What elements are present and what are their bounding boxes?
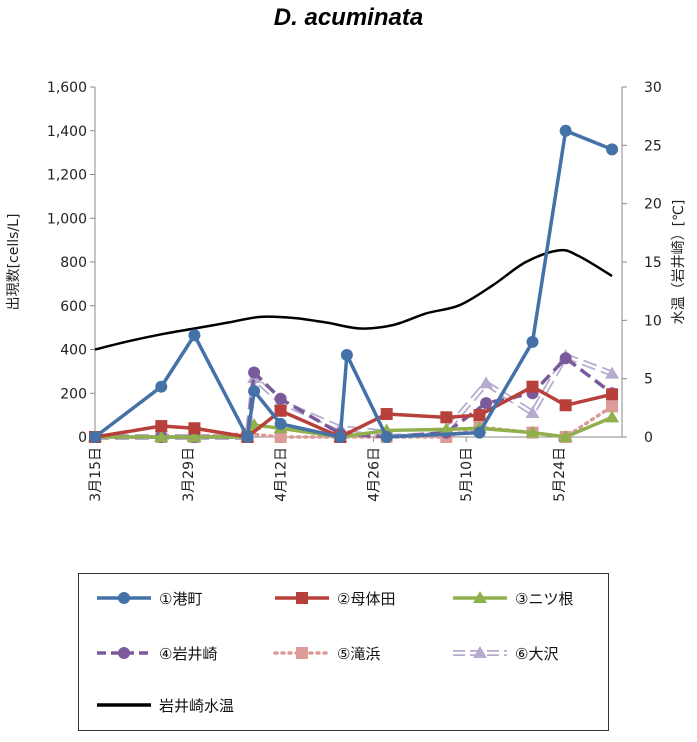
series-1-point [526, 335, 539, 348]
legend: ①港町 ②母体田 ③ニツ根 ④岩井崎 ⑤滝浜 ⑥大沢岩井崎水温 [78, 573, 609, 731]
legend-swatch [97, 592, 151, 604]
chart-plot: 0 200 400 600 800 1,000 1,200 1,400 1,600 0 5 10 15 2… [6, 80, 687, 502]
series-1-point [380, 431, 393, 443]
series-6-point [525, 405, 540, 418]
legend-swatch [273, 647, 331, 659]
legend-item: ⑤滝浜 [273, 640, 380, 666]
legend-item: ③ニツ根 [451, 585, 573, 611]
y-tick-label-right: 25 [644, 138, 662, 154]
legend-item: ②母体田 [273, 585, 395, 611]
series-2-point [473, 409, 486, 422]
series-5-point [274, 431, 287, 443]
series-2-point [526, 380, 539, 393]
legend-swatch [275, 592, 329, 604]
series-1-point [606, 143, 619, 156]
y-tick-label-left: 600 [60, 299, 87, 315]
legend-label: ④岩井崎 [159, 644, 218, 663]
series-2-point [380, 408, 393, 421]
series-4-point [274, 392, 287, 405]
series-1-point [241, 431, 254, 443]
x-tick-label: 3月29日 [181, 447, 197, 502]
x-tick-label: 3月15日 [88, 447, 104, 502]
y-axis-title-left: 出現数[cells/L] [6, 214, 22, 311]
series-5-point [606, 400, 619, 413]
chart-title: D. acuminata [273, 4, 424, 31]
series-4-point [248, 366, 261, 379]
y-tick-label-left: 200 [60, 386, 87, 402]
series-3-point [525, 425, 540, 438]
legend-marker [296, 647, 308, 659]
legend-label: ⑥大沢 [515, 644, 559, 663]
y-tick-label-left: 1,200 [47, 168, 87, 184]
series-2-point [155, 420, 168, 433]
x-tick-label: 5月24日 [552, 447, 568, 502]
x-tick-label: 4月12日 [274, 447, 290, 502]
series-1-point [559, 124, 572, 137]
series-4-point [480, 397, 493, 410]
y-tick-label-left: 1,400 [47, 124, 87, 140]
y-axis-title-right: 水温（岩井崎）[℃] [671, 200, 687, 325]
legend-marker [473, 646, 487, 658]
y-tick-label-left: 400 [60, 343, 87, 359]
series-1-point [473, 426, 486, 439]
legend-label: ①港町 [159, 589, 203, 608]
series-3-point [558, 430, 573, 442]
series-4-point [559, 352, 572, 365]
legend-swatch [97, 703, 151, 707]
series-3-point [187, 430, 202, 442]
legend-swatch [453, 646, 507, 658]
series-1-point [155, 380, 168, 393]
series-1-point [334, 431, 347, 443]
series-1-point [248, 385, 261, 398]
y-tick-label-left: 1,600 [47, 80, 87, 96]
legend-item: ①港町 [95, 585, 202, 611]
legend-marker [118, 592, 130, 604]
series-6-point [605, 366, 620, 379]
series-1-point [340, 348, 353, 361]
series-2-point [559, 399, 572, 412]
y-tick-label-right: 10 [644, 313, 662, 329]
legend-label: ②母体田 [337, 589, 396, 608]
y-tick-label-right: 15 [644, 255, 662, 271]
y-tick-label-left: 0 [78, 430, 87, 446]
series-1-point [89, 431, 101, 443]
series-2-point [606, 388, 619, 401]
series-6-point [479, 376, 494, 389]
legend-item: 岩井崎水温 [95, 692, 234, 718]
y-tick-label-left: 1,000 [47, 211, 87, 227]
series-3-point [439, 422, 454, 435]
y-tick-label-right: 30 [644, 80, 662, 96]
legend-marker [296, 592, 308, 604]
series-3-point [605, 410, 620, 423]
y-tick-label-right: 5 [644, 372, 653, 388]
legend-label: ⑤滝浜 [337, 644, 381, 663]
legend-swatch [97, 647, 151, 659]
series-1-point [188, 329, 201, 342]
y-tick-label-right: 20 [644, 197, 662, 213]
legend-item: ⑥大沢 [451, 640, 558, 666]
y-tick-label-right: 0 [644, 430, 653, 446]
legend-marker [473, 591, 487, 603]
series-line-temperature [94, 248, 613, 351]
series-2-point [188, 422, 201, 435]
series-2-point [274, 404, 287, 417]
legend-marker [118, 647, 130, 659]
x-tick-label: 5月10日 [459, 447, 475, 502]
y-tick-label-left: 800 [60, 255, 87, 271]
series-2-point [440, 411, 453, 424]
x-tick-label: 4月26日 [366, 447, 382, 502]
series-3-point [154, 430, 169, 442]
legend-label: ③ニツ根 [515, 589, 574, 608]
legend-swatch [453, 591, 507, 603]
series-1-point [274, 417, 287, 430]
legend-label: 岩井崎水温 [159, 696, 235, 715]
legend-item: ④岩井崎 [95, 640, 217, 666]
